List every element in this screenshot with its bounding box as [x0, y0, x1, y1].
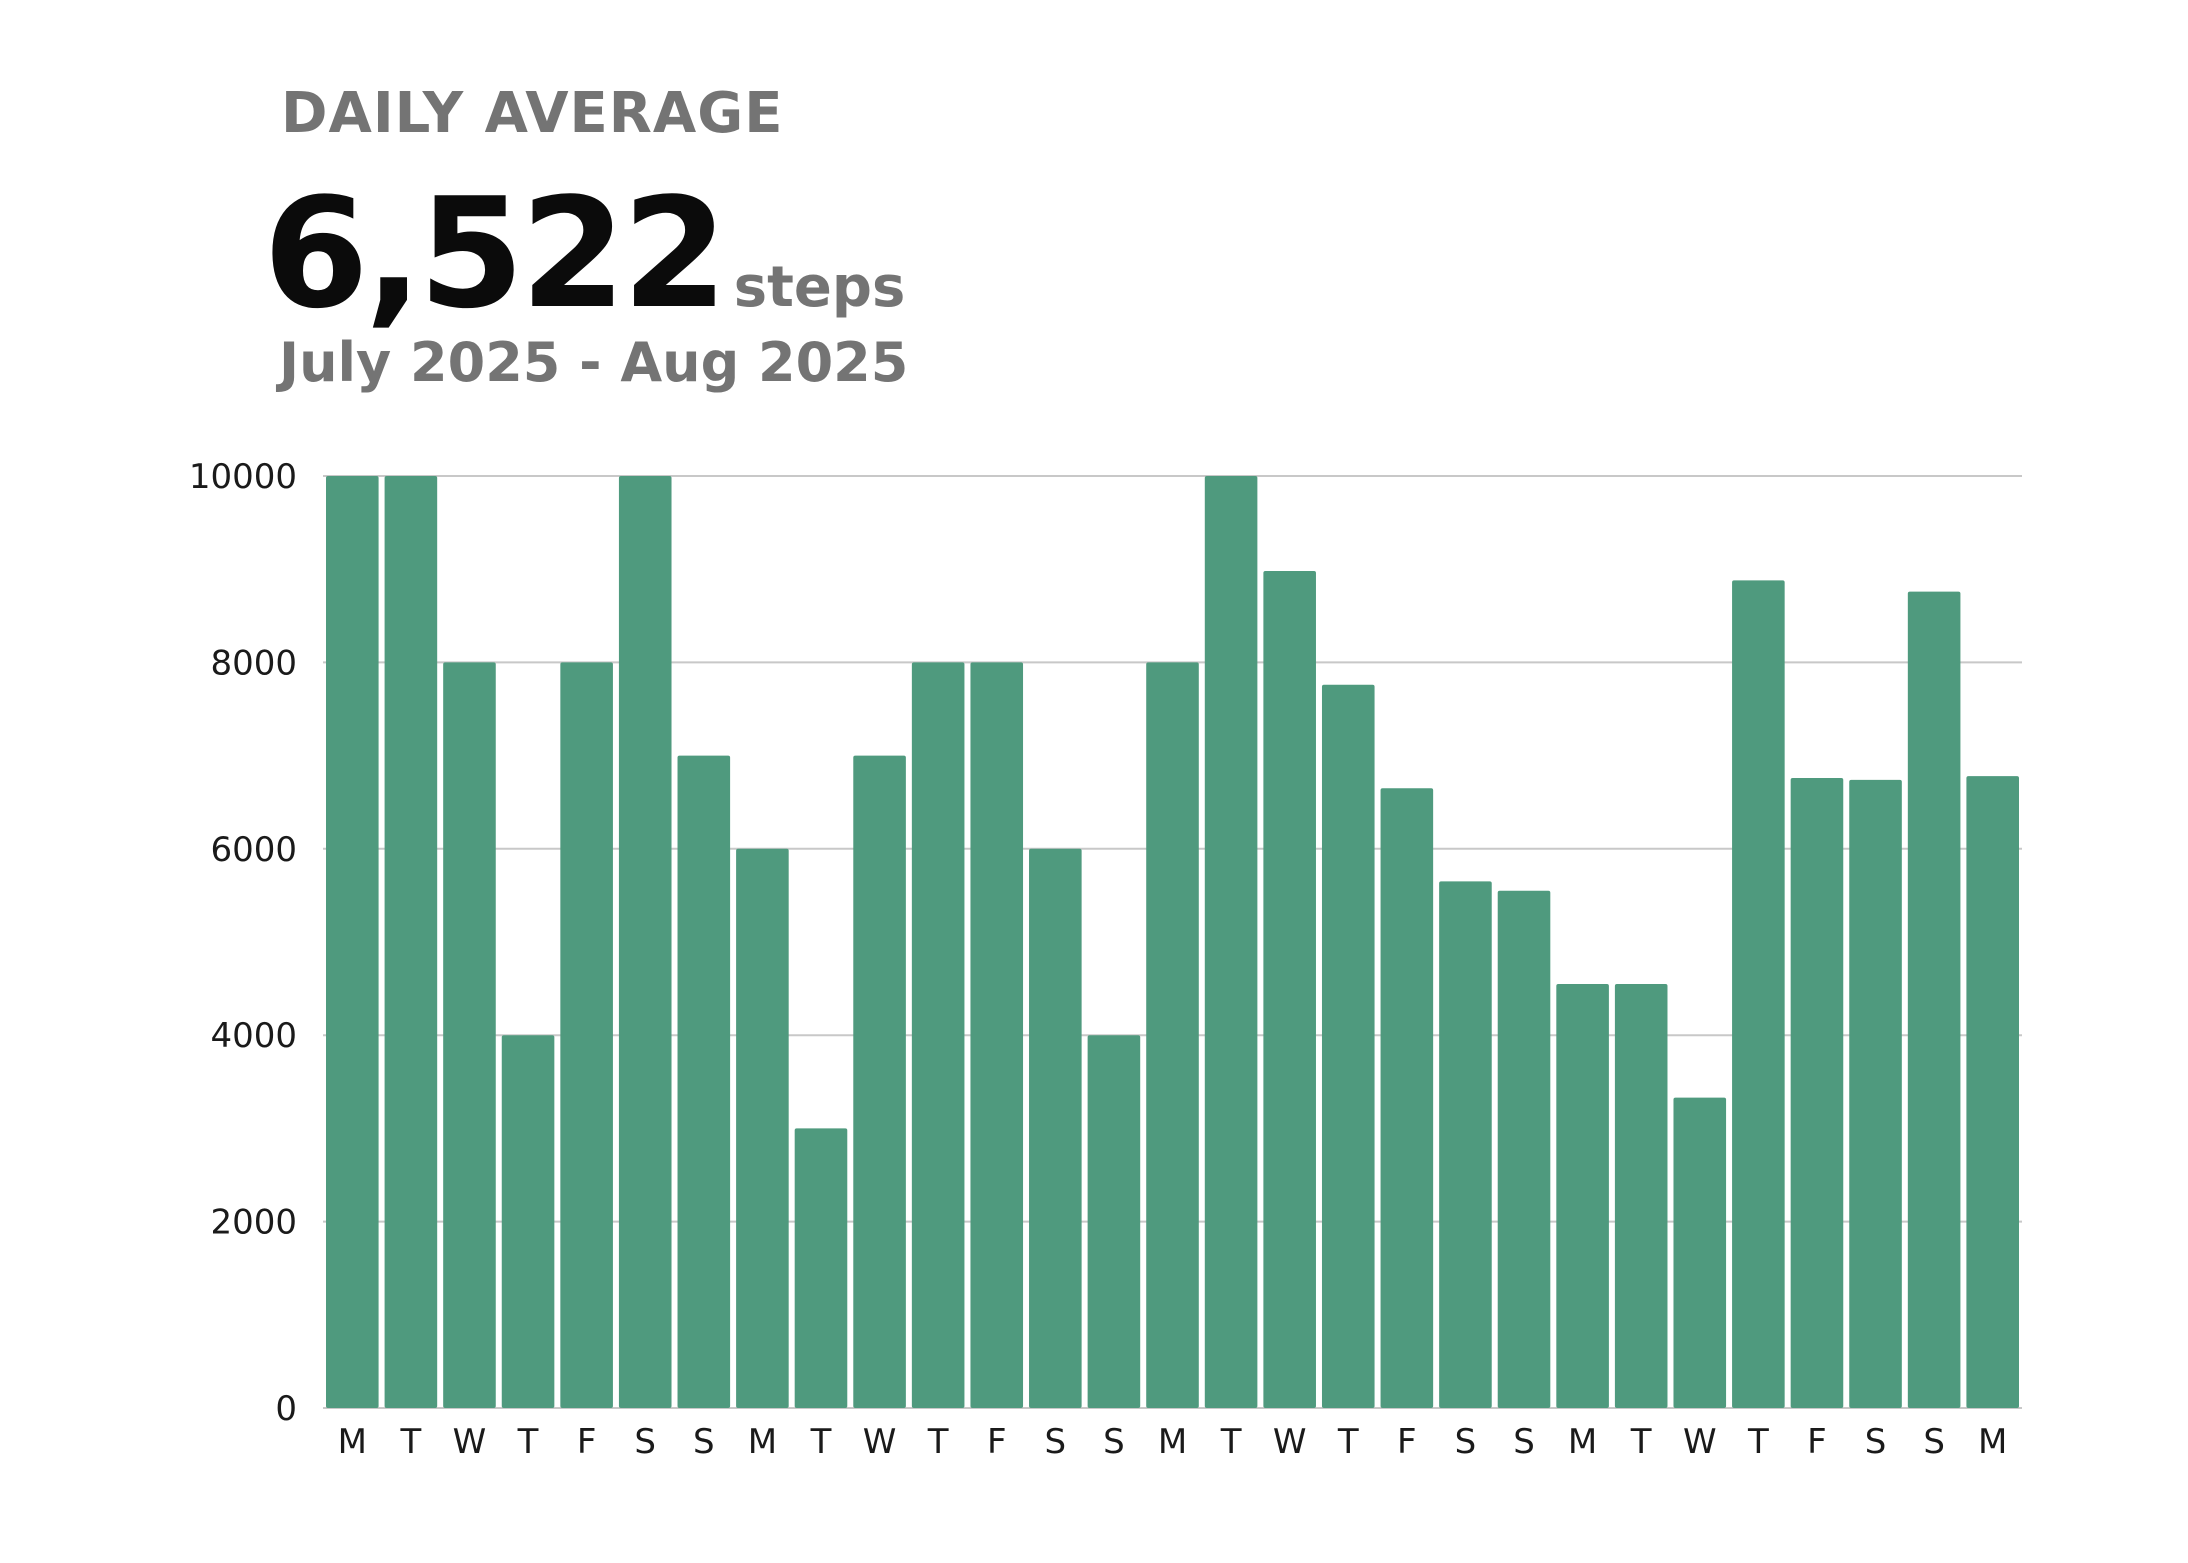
x-tick-label: M: [1568, 1422, 1597, 1462]
bar-day-27: [1849, 779, 1902, 1408]
x-tick-label: T: [1337, 1422, 1359, 1462]
bar-day-24: [1673, 1097, 1727, 1408]
x-tick-label: M: [748, 1422, 777, 1462]
bar-day-18: [1321, 684, 1375, 1408]
bar-day-20: [1439, 881, 1492, 1408]
x-tick-label: M: [338, 1422, 367, 1462]
bars: [326, 476, 2019, 1408]
bar-day-29: [1966, 776, 2019, 1408]
bar-day-5: [560, 662, 613, 1408]
bar-day-2: [384, 476, 438, 1408]
x-tick-label: S: [1513, 1422, 1535, 1462]
x-tick-label: S: [1103, 1422, 1125, 1462]
date-range-label: July 2025 - Aug 2025: [279, 331, 909, 394]
x-tick-label: T: [1220, 1422, 1242, 1462]
x-tick-label: S: [1455, 1422, 1477, 1462]
bar-day-21: [1497, 890, 1551, 1408]
x-tick-label: S: [1865, 1422, 1887, 1462]
x-tick-label: S: [1923, 1422, 1945, 1462]
x-tick-label: W: [1683, 1422, 1717, 1462]
y-tick-label: 10000: [189, 457, 297, 497]
x-tick-label: T: [927, 1422, 949, 1462]
x-tick-label: S: [634, 1422, 656, 1462]
bar-day-12: [970, 662, 1024, 1408]
x-tick-label: M: [1978, 1422, 2007, 1462]
bar-day-26: [1790, 777, 1844, 1408]
bar-day-8: [736, 848, 789, 1408]
x-tick-label: W: [453, 1422, 487, 1462]
bar-day-13: [1029, 848, 1082, 1408]
x-tick-label: S: [693, 1422, 715, 1462]
x-tick-label: T: [1630, 1422, 1652, 1462]
bar-day-15: [1146, 662, 1199, 1408]
bar-day-3: [443, 662, 496, 1408]
x-tick-label: F: [577, 1422, 597, 1462]
bar-day-19: [1380, 788, 1434, 1408]
bar-day-28: [1907, 591, 1961, 1408]
bar-day-23: [1614, 983, 1668, 1408]
summary-eyebrow-label: DAILY AVERAGE: [281, 81, 784, 146]
bar-day-11: [911, 662, 965, 1408]
bar-day-6: [618, 476, 672, 1408]
y-axis-tick-labels: 0 2000 4000 6000 8000 10000: [189, 457, 297, 1429]
summary-header: DAILY AVERAGE 6,522 steps July 2025 - Au…: [0, 0, 2188, 420]
bar-day-22: [1556, 983, 1609, 1408]
bar-day-7: [677, 755, 731, 1408]
x-tick-label: F: [987, 1422, 1007, 1462]
bar-day-9: [794, 1128, 848, 1408]
bar-day-17: [1263, 571, 1316, 1408]
x-tick-label: F: [1807, 1422, 1827, 1462]
average-readout: 6,522 steps: [263, 178, 905, 330]
x-tick-label: F: [1397, 1422, 1417, 1462]
average-steps-unit: steps: [733, 255, 906, 320]
y-tick-label: 6000: [210, 830, 297, 870]
y-tick-label: 0: [275, 1389, 297, 1429]
x-tick-label: T: [517, 1422, 539, 1462]
bar-day-14: [1087, 1035, 1141, 1408]
bar-day-1: [326, 476, 379, 1408]
y-tick-label: 2000: [210, 1203, 297, 1243]
bar-day-10: [853, 755, 906, 1408]
x-tick-label: T: [810, 1422, 832, 1462]
bar-day-4: [501, 1035, 555, 1408]
y-tick-label: 4000: [210, 1016, 297, 1056]
y-tick-label: 8000: [210, 643, 297, 683]
x-tick-label: T: [399, 1422, 421, 1462]
x-tick-label: W: [1273, 1422, 1307, 1462]
bar-day-16: [1204, 476, 1258, 1408]
x-tick-label: S: [1045, 1422, 1067, 1462]
x-tick-label: T: [1747, 1422, 1769, 1462]
bar-day-25: [1732, 580, 1785, 1408]
x-tick-label: M: [1158, 1422, 1187, 1462]
average-steps-value: 6,522: [263, 165, 728, 342]
x-tick-label: W: [863, 1422, 897, 1462]
